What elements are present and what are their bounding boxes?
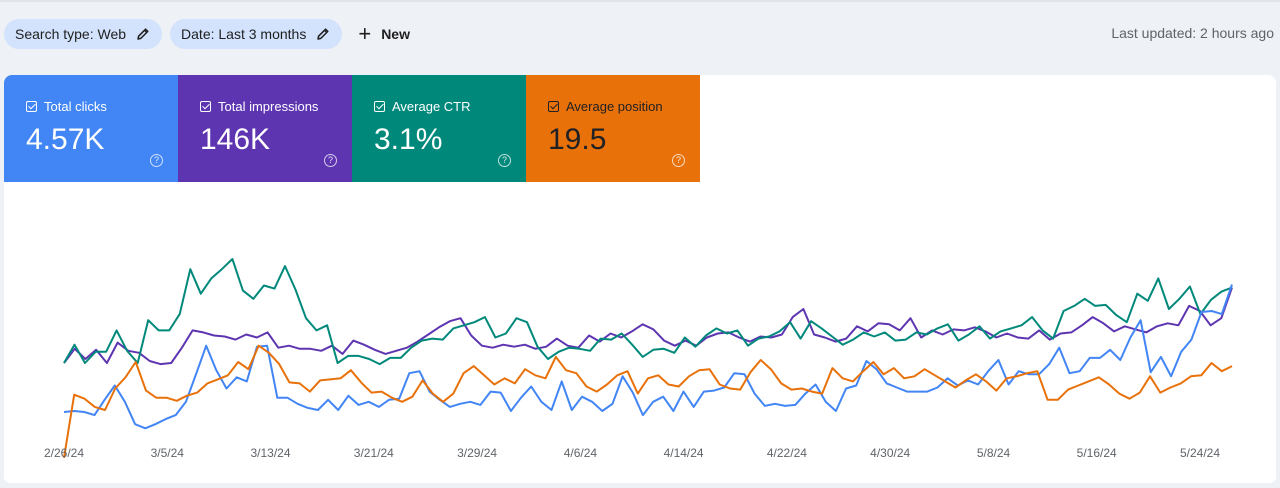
series-line-ctr[interactable] — [63, 258, 1233, 366]
metric-label: Total impressions — [218, 99, 319, 114]
new-filter-label: New — [381, 26, 410, 42]
metric-card-average-ctr[interactable]: Average CTR 3.1% ? — [352, 75, 526, 182]
metric-card-total-impressions[interactable]: Total impressions 146K ? — [178, 75, 352, 182]
edit-pencil-icon — [137, 28, 149, 40]
series-line-impressions[interactable] — [63, 287, 1233, 366]
series-line-position[interactable] — [63, 344, 1233, 459]
x-tick-label: 4/6/24 — [564, 446, 598, 460]
help-icon[interactable]: ? — [498, 154, 511, 167]
x-tick-label: 2/26/24 — [44, 446, 84, 460]
metric-value: 19.5 — [548, 123, 607, 156]
checkbox-checked-icon[interactable] — [374, 101, 385, 112]
checkbox-checked-icon[interactable] — [548, 101, 559, 112]
series-line-clicks[interactable] — [63, 284, 1233, 430]
filter-bar: Search type: Web Date: Last 3 months + N… — [4, 18, 410, 50]
x-tick-label: 5/8/24 — [977, 446, 1011, 460]
help-icon[interactable]: ? — [324, 154, 337, 167]
x-tick-label: 4/30/24 — [870, 446, 910, 460]
metric-value: 3.1% — [374, 123, 443, 156]
date-range-label: Date: Last 3 months — [181, 26, 307, 42]
x-tick-label: 3/29/24 — [457, 446, 497, 460]
performance-panel: Total clicks 4.57K ? Total impressions 1… — [4, 75, 1276, 483]
plus-icon: + — [358, 21, 372, 46]
metric-label: Average position — [566, 99, 663, 114]
metric-cards: Total clicks 4.57K ? Total impressions 1… — [4, 75, 700, 182]
metric-value: 4.57K — [26, 123, 105, 156]
metric-card-total-clicks[interactable]: Total clicks 4.57K ? — [4, 75, 178, 182]
metric-label: Average CTR — [392, 99, 471, 114]
date-range-chip[interactable]: Date: Last 3 months — [170, 19, 343, 49]
x-tick-label: 3/21/24 — [354, 446, 394, 460]
help-icon[interactable]: ? — [672, 154, 685, 167]
x-tick-label: 4/14/24 — [664, 446, 704, 460]
search-type-label: Search type: Web — [15, 26, 127, 42]
last-updated-text: Last updated: 2 hours ago — [1111, 25, 1274, 41]
top-divider — [0, 0, 1280, 2]
checkbox-checked-icon[interactable] — [26, 101, 37, 112]
search-type-chip[interactable]: Search type: Web — [4, 19, 163, 49]
metric-card-average-position[interactable]: Average position 19.5 ? — [526, 75, 700, 182]
help-icon[interactable]: ? — [150, 154, 163, 167]
x-tick-label: 5/16/24 — [1077, 446, 1117, 460]
performance-line-chart[interactable]: 2/26/24 3/5/24 3/13/24 3/21/24 3/29/24 4/6/24… — [4, 75, 1276, 483]
new-filter-button[interactable]: + New — [358, 23, 410, 45]
metric-value: 146K — [200, 123, 271, 156]
metric-label: Total clicks — [44, 99, 107, 114]
edit-pencil-icon — [317, 28, 329, 40]
checkbox-checked-icon[interactable] — [200, 101, 211, 112]
x-tick-label: 4/22/24 — [767, 446, 807, 460]
x-tick-label: 3/5/24 — [151, 446, 185, 460]
x-tick-label: 3/13/24 — [250, 446, 290, 460]
x-tick-label: 5/24/24 — [1180, 446, 1220, 460]
